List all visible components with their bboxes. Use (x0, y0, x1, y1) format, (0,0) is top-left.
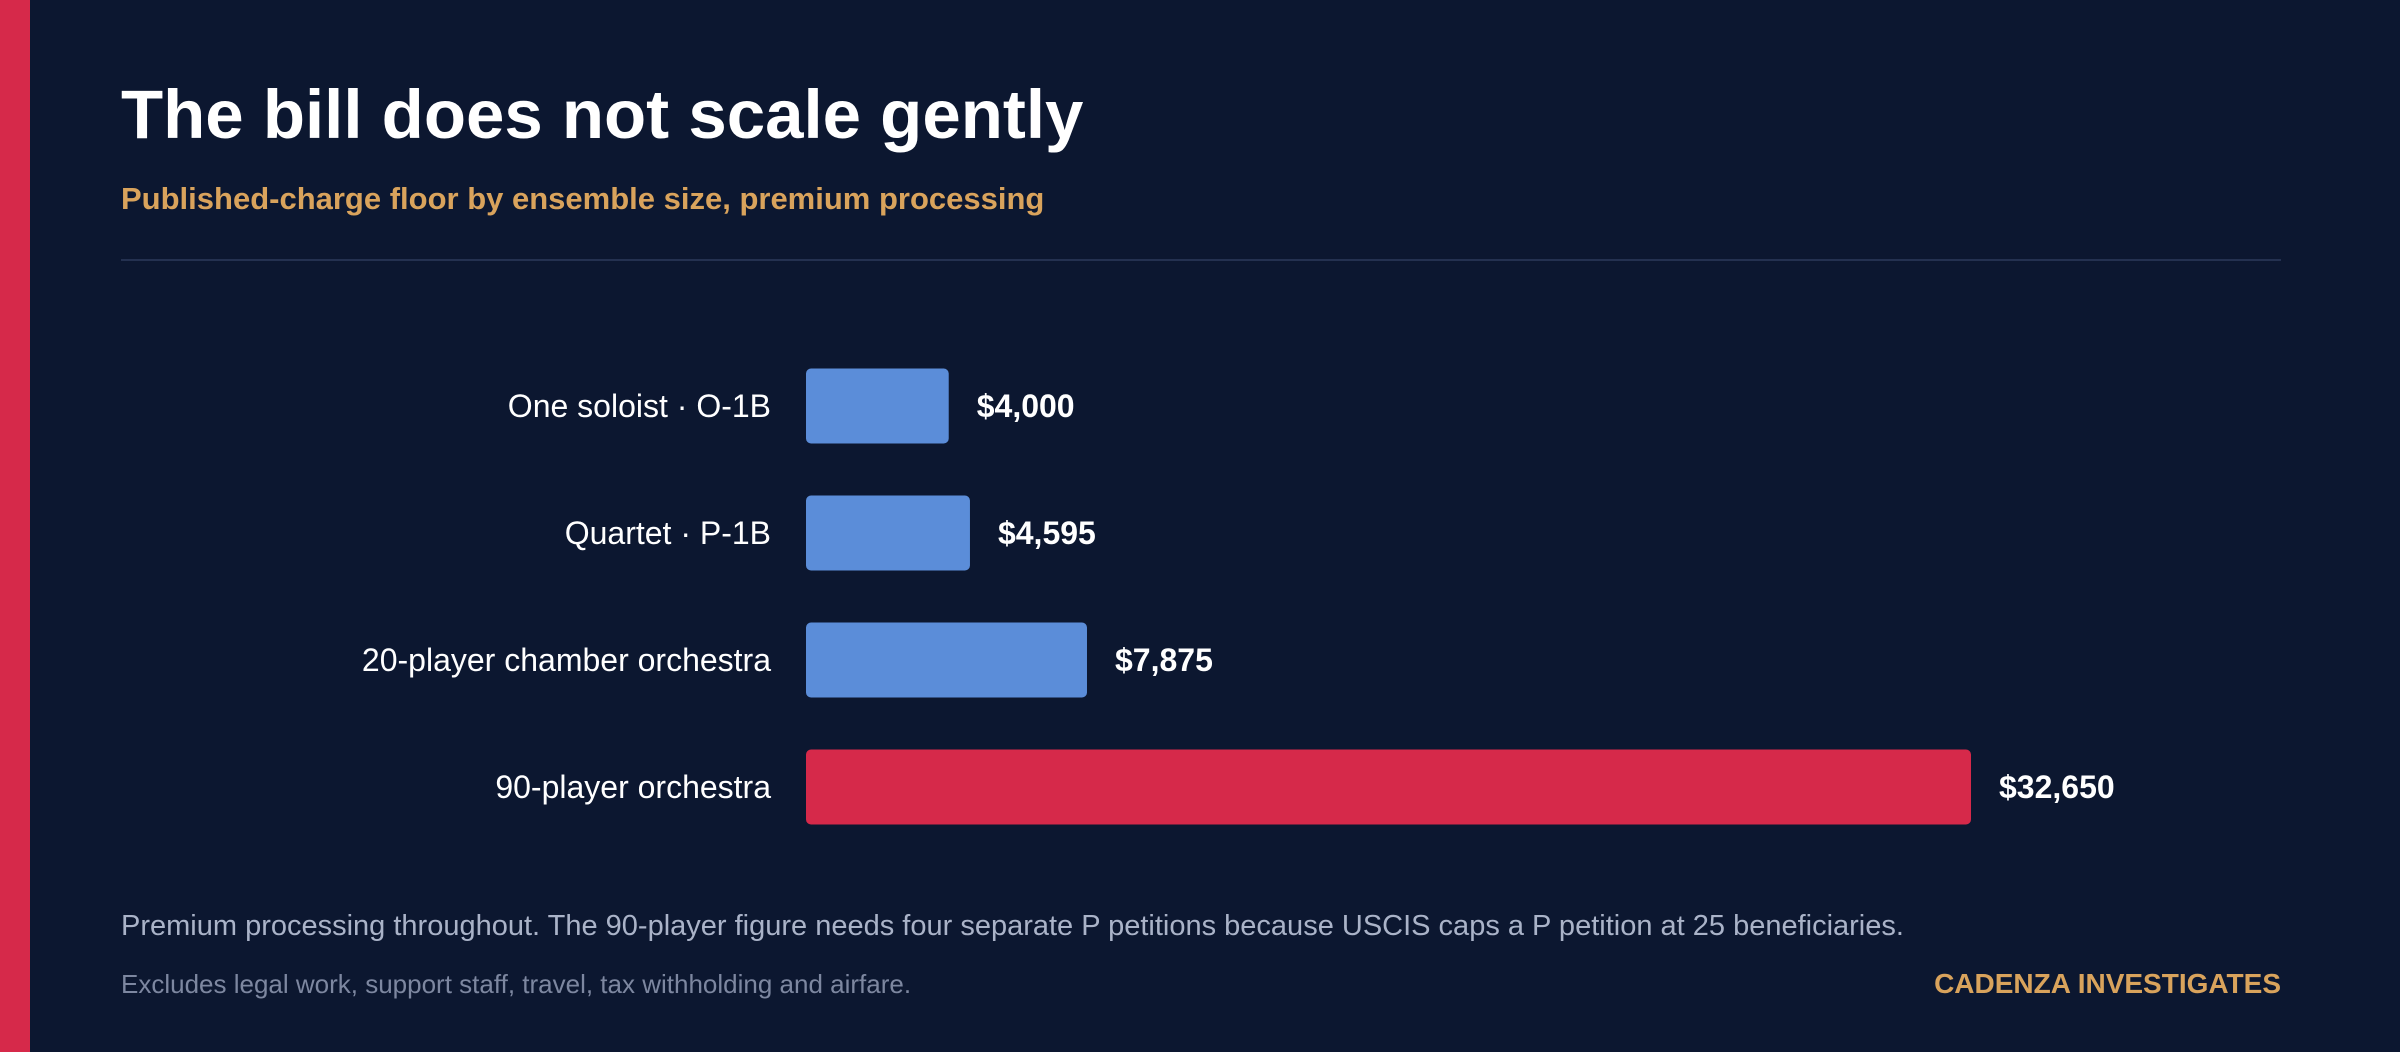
brand-credit: CADENZA INVESTIGATES (1934, 968, 2281, 999)
category-label: 20-player chamber orchestra (362, 642, 771, 678)
bar-chart: One soloist · O-1B $4,000 Quartet · P-1B $4… (362, 368, 2115, 825)
category-label: Quartet · P-1B (565, 515, 771, 551)
page-subtitle: Published-charge floor by ensemble size,… (121, 181, 1045, 216)
bar (806, 622, 1087, 698)
accent-stripe (0, 0, 30, 1052)
chart-note: Premium processing throughout. The 90-pl… (121, 910, 1904, 942)
value-label: $7,875 (1115, 642, 1213, 678)
page-title: The bill does not scale gently (121, 76, 1084, 153)
header-divider (121, 259, 2281, 261)
value-label: $4,595 (998, 515, 1096, 551)
bar (806, 495, 970, 571)
chart-footnote: Excludes legal work, support staff, trav… (121, 969, 912, 999)
category-label: One soloist · O-1B (508, 388, 771, 424)
value-label: $4,000 (977, 388, 1075, 424)
bar (806, 749, 1971, 825)
value-label: $32,650 (1999, 769, 2115, 805)
bar (806, 368, 949, 444)
category-label: 90-player orchestra (495, 769, 771, 805)
